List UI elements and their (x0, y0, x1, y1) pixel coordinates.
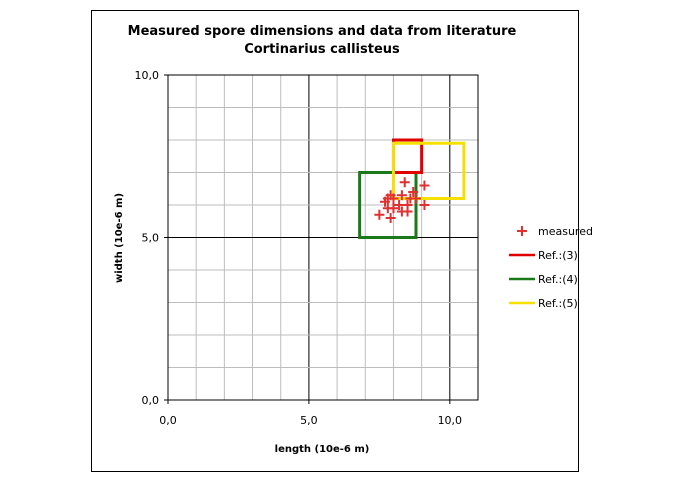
chart-frame (91, 10, 579, 472)
legend-item-ref5: Ref.:(5) (509, 297, 578, 310)
legend-label-measured: measured (538, 225, 593, 238)
x-tick-label-0: 0,0 (159, 414, 177, 427)
legend-label-ref5: Ref.:(5) (538, 297, 578, 310)
legend-label-ref4: Ref.:(4) (538, 273, 578, 286)
data-point-7 (394, 200, 405, 210)
range-box-ref3 (391, 138, 424, 174)
data-point-4 (385, 213, 396, 223)
data-point-16 (419, 180, 430, 191)
y-tick-label-10: 10,0 (135, 69, 160, 82)
range-box-ref4 (358, 171, 418, 239)
legend-item-measured: measured (517, 225, 593, 238)
y-tick-label-0: 0,0 (142, 394, 160, 407)
data-point-17 (419, 200, 430, 210)
y-axis-label: width (10e-6 m) (114, 193, 125, 283)
grid (164, 74, 478, 404)
chart-title: Measured spore dimensions and data from … (128, 24, 517, 39)
data-point-15 (411, 193, 421, 204)
chart-subtitle: Cortinarius callisteus (244, 42, 400, 57)
series-layer (358, 138, 466, 239)
data-point-12 (402, 206, 413, 217)
tick-labels: 0,0 5,0 10,0 0,0 5,0 10,0 (135, 69, 463, 427)
legend: measured Ref.:(3) Ref.:(4) Ref.:(5) (509, 225, 593, 310)
data-point-18 (382, 193, 393, 204)
x-tick-label-5: 5,0 (300, 414, 318, 427)
data-point-8 (396, 190, 407, 201)
data-point-0 (374, 209, 385, 220)
legend-item-ref3: Ref.:(3) (509, 249, 578, 262)
range-box-ref5 (391, 141, 466, 200)
data-point-6 (388, 203, 399, 214)
data-point-10 (399, 177, 410, 188)
y-tick-label-5: 5,0 (142, 232, 160, 245)
x-axis-label: length (10e-6 m) (275, 444, 370, 455)
legend-label-ref3: Ref.:(3) (538, 249, 578, 262)
legend-item-ref4: Ref.:(4) (509, 273, 578, 286)
data-point-14 (408, 187, 419, 197)
plot-area (167, 74, 479, 401)
legend-plus-mark (517, 226, 527, 236)
x-tick-label-10: 10,0 (438, 414, 463, 427)
legend-marker-measured (517, 226, 527, 236)
